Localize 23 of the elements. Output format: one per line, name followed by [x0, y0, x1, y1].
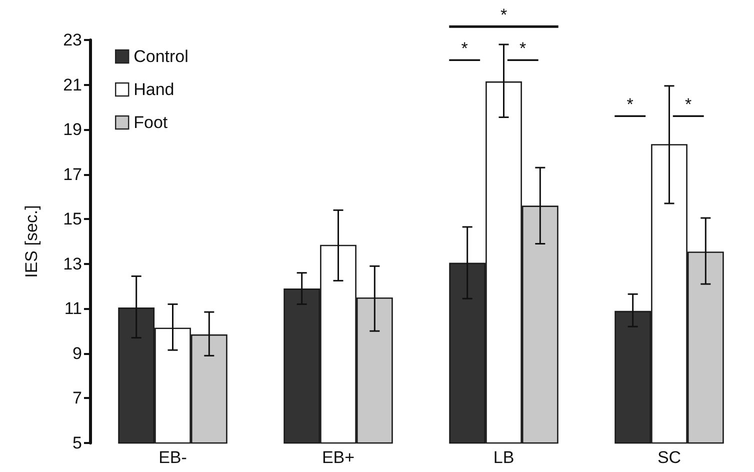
y-axis-title: IES [sec.] [22, 205, 41, 278]
y-tick-label: 13 [63, 254, 82, 274]
legend-label: Control [134, 47, 188, 66]
legend-label: Hand [134, 80, 174, 99]
y-tick-label: 15 [63, 210, 82, 229]
y-tick-label: 7 [72, 388, 82, 408]
y-tick-label: 23 [63, 30, 82, 50]
y-tick-label: 19 [63, 120, 82, 140]
text: * [500, 6, 508, 25]
y-tick-label: 17 [63, 164, 82, 184]
x-tick-label: SC [657, 448, 682, 467]
x-tick-label: EB- [158, 448, 187, 467]
y-tick-label: 9 [72, 344, 82, 363]
annotation: * [461, 39, 468, 58]
annotation: * [520, 39, 527, 58]
y-tick-label: 11 [64, 299, 82, 318]
y-tick-label: 5 [72, 434, 82, 452]
annotation: * [685, 95, 692, 114]
x-tick-label: EB+ [322, 448, 355, 467]
annotation: * [626, 95, 634, 114]
y-tick-label: 21 [63, 75, 82, 94]
legend-label: Foot [134, 113, 168, 132]
x-tick-label: LB [493, 448, 514, 467]
